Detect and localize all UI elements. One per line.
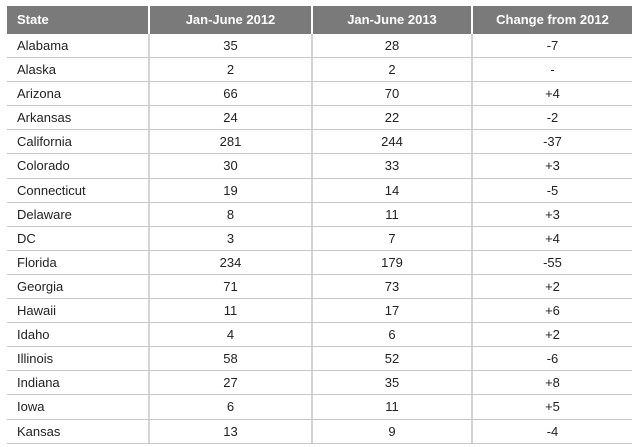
cell-state: Arizona (7, 82, 150, 106)
cell-state: Alabama (7, 34, 150, 58)
table-row: Georgia 71 73 +2 (7, 274, 632, 300)
cell-change: -37 (543, 134, 562, 150)
cell-change: +8 (545, 375, 560, 391)
cell-change: +4 (545, 86, 560, 102)
table-row: Florida 234 179 -55 (7, 250, 632, 275)
cell-change: -55 (543, 254, 562, 270)
cell-state: Hawaii (7, 299, 150, 323)
cell-state: Florida (7, 250, 150, 274)
cell-jan-june-2012: 19 (150, 178, 313, 202)
table-row: Hawaii 11 17 +6 (7, 299, 632, 324)
table-row: Colorado 30 33 +3 (7, 154, 632, 179)
cell-jan-june-2012: 27 (150, 371, 313, 395)
cell-jan-june-2013: 11 (313, 202, 473, 226)
header-jan-june-2013: Jan-June 2013 (313, 6, 473, 34)
cell-state: Delaware (7, 202, 150, 226)
cell-jan-june-2012: 30 (150, 154, 313, 178)
cell-change: +5 (545, 399, 560, 415)
cell-change: +2 (545, 278, 560, 294)
cell-change: +2 (545, 327, 560, 343)
cell-jan-june-2012: 35 (150, 34, 313, 58)
cell-change: -5 (546, 182, 559, 198)
table-row: Delaware 8 11 +3 (7, 202, 632, 227)
cell-jan-june-2012: 3 (150, 226, 313, 250)
table-row: Kansas 13 9 -4 (7, 419, 632, 444)
cell-jan-june-2013: 22 (313, 106, 473, 130)
cell-jan-june-2012: 234 (150, 250, 313, 274)
header-change-from-2012: Change from 2012 (473, 6, 632, 34)
cell-state: Connecticut (7, 178, 150, 202)
cell-jan-june-2012: 58 (150, 347, 313, 371)
cell-jan-june-2012: 24 (150, 106, 313, 130)
cell-change: +3 (545, 158, 560, 174)
cell-jan-june-2013: 35 (313, 371, 473, 395)
cell-state: Alaska (7, 58, 150, 82)
cell-jan-june-2013: 73 (313, 274, 473, 299)
cell-jan-june-2012: 6 (150, 395, 313, 419)
cell-jan-june-2013: 244 (313, 130, 473, 154)
cell-state: California (7, 130, 150, 154)
cell-change: +3 (545, 206, 560, 222)
cell-jan-june-2012: 8 (150, 202, 313, 226)
cell-change: -4 (546, 423, 559, 439)
cell-state: Kansas (7, 419, 150, 443)
cell-change: +4 (545, 230, 560, 246)
table-row: Arkansas 24 22 -2 (7, 106, 632, 131)
cell-jan-june-2013: 9 (313, 419, 473, 443)
table-row: Indiana 27 35 +8 (7, 371, 632, 396)
cell-state: Iowa (7, 395, 150, 419)
cell-state: DC (7, 226, 150, 250)
cell-jan-june-2012: 71 (150, 274, 313, 299)
cell-jan-june-2013: 11 (313, 395, 473, 419)
header-state: State (7, 6, 150, 34)
table-row: Illinois 58 52 -6 (7, 347, 632, 372)
cell-jan-june-2013: 6 (313, 323, 473, 347)
cell-state: Idaho (7, 323, 150, 347)
cell-change: - (550, 62, 555, 78)
table-row: Alaska 2 2- (7, 58, 632, 83)
cell-jan-june-2013: 70 (313, 82, 473, 106)
table-header: State Jan-June 2012 Jan-June 2013 Change… (7, 6, 632, 34)
table-row: Arizona 66 70 +4 (7, 82, 632, 107)
cell-change: +6 (545, 303, 560, 319)
cell-state: Georgia (7, 274, 150, 299)
cell-state: Illinois (7, 347, 150, 371)
data-table: State Jan-June 2012 Jan-June 2013 Change… (7, 6, 632, 444)
cell-state: Colorado (7, 154, 150, 178)
cell-jan-june-2012: 281 (150, 130, 313, 154)
table-row: Iowa 6 11 +5 (7, 395, 632, 420)
cell-jan-june-2012: 13 (150, 419, 313, 443)
cell-state: Arkansas (7, 106, 150, 130)
cell-jan-june-2013: 33 (313, 154, 473, 178)
table-row: Alabama 35 28 -7 (7, 34, 632, 59)
table-row: DC 3 7 +4 (7, 226, 632, 251)
cell-jan-june-2012: 11 (150, 299, 313, 323)
cell-jan-june-2013: 28 (313, 34, 473, 58)
cell-jan-june-2012: 2 (150, 58, 313, 82)
cell-jan-june-2013: 14 (313, 178, 473, 202)
table-row: California 281 244 -37 (7, 130, 632, 155)
header-jan-june-2012: Jan-June 2012 (150, 6, 313, 34)
cell-jan-june-2012: 66 (150, 82, 313, 106)
table-body: Alabama 35 28 -7 Alaska 2 2- Arizona 66 70 +4 Arkan… (7, 34, 632, 444)
cell-change: -2 (546, 110, 559, 126)
cell-jan-june-2013: 179 (313, 250, 473, 274)
cell-change: -6 (546, 351, 559, 367)
table-row: Idaho 4 6 +2 (7, 323, 632, 348)
cell-jan-june-2013: 2 (313, 58, 473, 82)
table-row: Connecticut 19 14 -5 (7, 178, 632, 203)
cell-jan-june-2013: 17 (313, 299, 473, 323)
cell-jan-june-2013: 52 (313, 347, 473, 371)
cell-change: -7 (546, 38, 559, 53)
cell-state: Indiana (7, 371, 150, 395)
cell-jan-june-2012: 4 (150, 323, 313, 347)
cell-jan-june-2013: 7 (313, 226, 473, 250)
